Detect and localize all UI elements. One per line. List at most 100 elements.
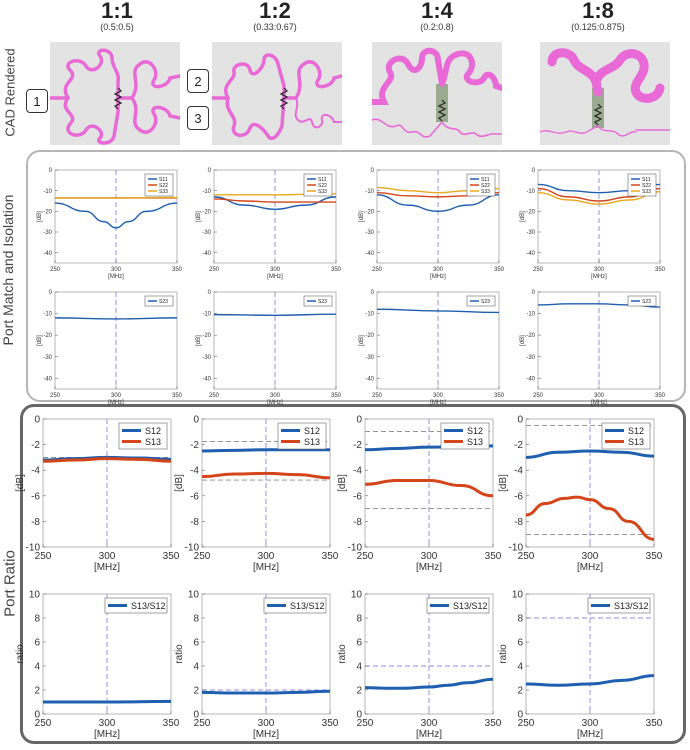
y-tick-label: -30 bbox=[365, 230, 374, 236]
series-line-s13 bbox=[42, 457, 172, 463]
y-tick-label: -2 bbox=[31, 440, 40, 451]
chart-iso_1_4: 0 -10 -20 -30 -40 250 300 350 [MHz] [dB] S23 bbox=[359, 290, 505, 406]
x-tick-label: 250 bbox=[35, 551, 52, 562]
x-tick-label: 350 bbox=[494, 393, 505, 399]
x-tick-label: 250 bbox=[194, 551, 211, 562]
y-tick-label: -20 bbox=[365, 209, 374, 215]
legend-label: S13 bbox=[628, 437, 644, 447]
legend-label: S22 bbox=[481, 183, 490, 189]
y-tick-label: 8 bbox=[517, 614, 523, 625]
y-tick-label: -4 bbox=[353, 466, 362, 477]
y-tick-label: 6 bbox=[34, 638, 40, 649]
x-tick-label: 300 bbox=[433, 393, 444, 399]
x-tick-label: 350 bbox=[655, 393, 666, 399]
series-line-s11 bbox=[54, 202, 178, 229]
series-line-s12 bbox=[201, 448, 330, 453]
y-tick-label: -10 bbox=[185, 543, 200, 554]
legend-label: S11 bbox=[159, 177, 168, 183]
x-axis-label: [MHz] bbox=[577, 729, 603, 740]
x-tick-label: 250 bbox=[372, 267, 383, 273]
legend-box bbox=[277, 422, 327, 450]
x-tick-label: 300 bbox=[270, 267, 281, 273]
x-tick-label: 250 bbox=[209, 393, 220, 399]
split-label-1: (0.5:0.5) bbox=[100, 22, 134, 32]
cad-trace-1-8 bbox=[539, 48, 671, 137]
y-tick-label: 10 bbox=[188, 590, 200, 601]
series-line-s23 bbox=[213, 313, 337, 316]
legend-box bbox=[144, 295, 174, 307]
y-tick-label: -4 bbox=[31, 466, 40, 477]
series-line-s11 bbox=[376, 194, 500, 213]
split-label-3: (0.2:0.8) bbox=[420, 22, 454, 32]
legend-box bbox=[466, 295, 496, 307]
x-tick-label: 300 bbox=[582, 551, 599, 562]
y-tick-label: -2 bbox=[190, 440, 199, 451]
x-tick-label: 250 bbox=[357, 551, 374, 562]
legend-label: S33 bbox=[642, 189, 651, 195]
y-tick-label: 2 bbox=[356, 686, 362, 697]
legend-label: S23 bbox=[318, 299, 327, 305]
y-tick-label: 6 bbox=[193, 638, 199, 649]
chart-pr_1_2: 0 2 4 6 8 10 250 300 350 [MHz] ratio S13/S12 bbox=[174, 590, 339, 741]
y-tick-label: -30 bbox=[526, 355, 535, 361]
y-tick-label: 0 bbox=[49, 290, 53, 296]
y-tick-label: 0 bbox=[193, 415, 199, 426]
y-tick-label: -10 bbox=[526, 189, 535, 195]
x-tick-label: 300 bbox=[433, 267, 444, 273]
legend-box bbox=[601, 422, 651, 450]
split-label-2: (0.33:0.67) bbox=[253, 22, 297, 32]
y-tick-label: 4 bbox=[34, 662, 40, 673]
legend-label: S22 bbox=[159, 183, 168, 189]
y-tick-label: -30 bbox=[202, 230, 211, 236]
x-tick-label: 350 bbox=[322, 551, 339, 562]
y-tick-label: 0 bbox=[371, 168, 375, 174]
y-tick-label: 2 bbox=[34, 686, 40, 697]
y-axis-label: [dB] bbox=[196, 211, 202, 222]
chart-pr_1_8: 0 2 4 6 8 10 250 300 350 [MHz] ratio S13/S12 bbox=[498, 590, 663, 741]
y-tick-label: -4 bbox=[190, 466, 199, 477]
y-tick-label: -6 bbox=[514, 491, 523, 502]
y-tick-label: 2 bbox=[517, 686, 523, 697]
port-2-box: 2 bbox=[187, 69, 209, 93]
x-tick-label: 300 bbox=[582, 718, 599, 729]
y-tick-label: 0 bbox=[34, 415, 40, 426]
y-tick-label: -20 bbox=[202, 333, 211, 339]
y-tick-label: -30 bbox=[43, 230, 52, 236]
y-tick-label: 0 bbox=[208, 168, 212, 174]
y-tick-label: 8 bbox=[193, 614, 199, 625]
y-tick-label: -10 bbox=[509, 543, 524, 554]
x-axis-label: [MHz] bbox=[253, 729, 279, 740]
port-ratio-panel bbox=[20, 404, 686, 744]
x-tick-label: 350 bbox=[172, 267, 183, 273]
y-tick-label: 10 bbox=[29, 590, 41, 601]
x-tick-label: 250 bbox=[518, 718, 535, 729]
y-tick-label: 0 bbox=[532, 168, 536, 174]
y-tick-label: -10 bbox=[365, 189, 374, 195]
legend-box bbox=[263, 597, 327, 614]
legend-box bbox=[426, 597, 490, 614]
y-axis-label: ratio bbox=[337, 644, 348, 664]
y-tick-label: -20 bbox=[202, 209, 211, 215]
y-tick-label: -6 bbox=[353, 491, 362, 502]
series-line-s13 bbox=[201, 471, 331, 480]
ratio-title-3: 1:4 bbox=[421, 0, 453, 23]
port-3-box: 3 bbox=[187, 106, 209, 130]
x-axis-label: [MHz] bbox=[253, 562, 279, 573]
y-tick-label: -40 bbox=[526, 251, 535, 257]
series-line-s22 bbox=[213, 198, 336, 203]
x-tick-label: 350 bbox=[494, 267, 505, 273]
y-tick-label: -10 bbox=[43, 312, 52, 318]
series-line-s13-s12 bbox=[201, 689, 331, 695]
y-tick-label: -10 bbox=[26, 543, 41, 554]
y-tick-label: -20 bbox=[43, 333, 52, 339]
y-tick-label: -40 bbox=[526, 376, 535, 382]
x-tick-label: 250 bbox=[518, 551, 535, 562]
legend-label: S12 bbox=[304, 426, 320, 436]
y-axis-label: [dB] bbox=[520, 211, 526, 222]
